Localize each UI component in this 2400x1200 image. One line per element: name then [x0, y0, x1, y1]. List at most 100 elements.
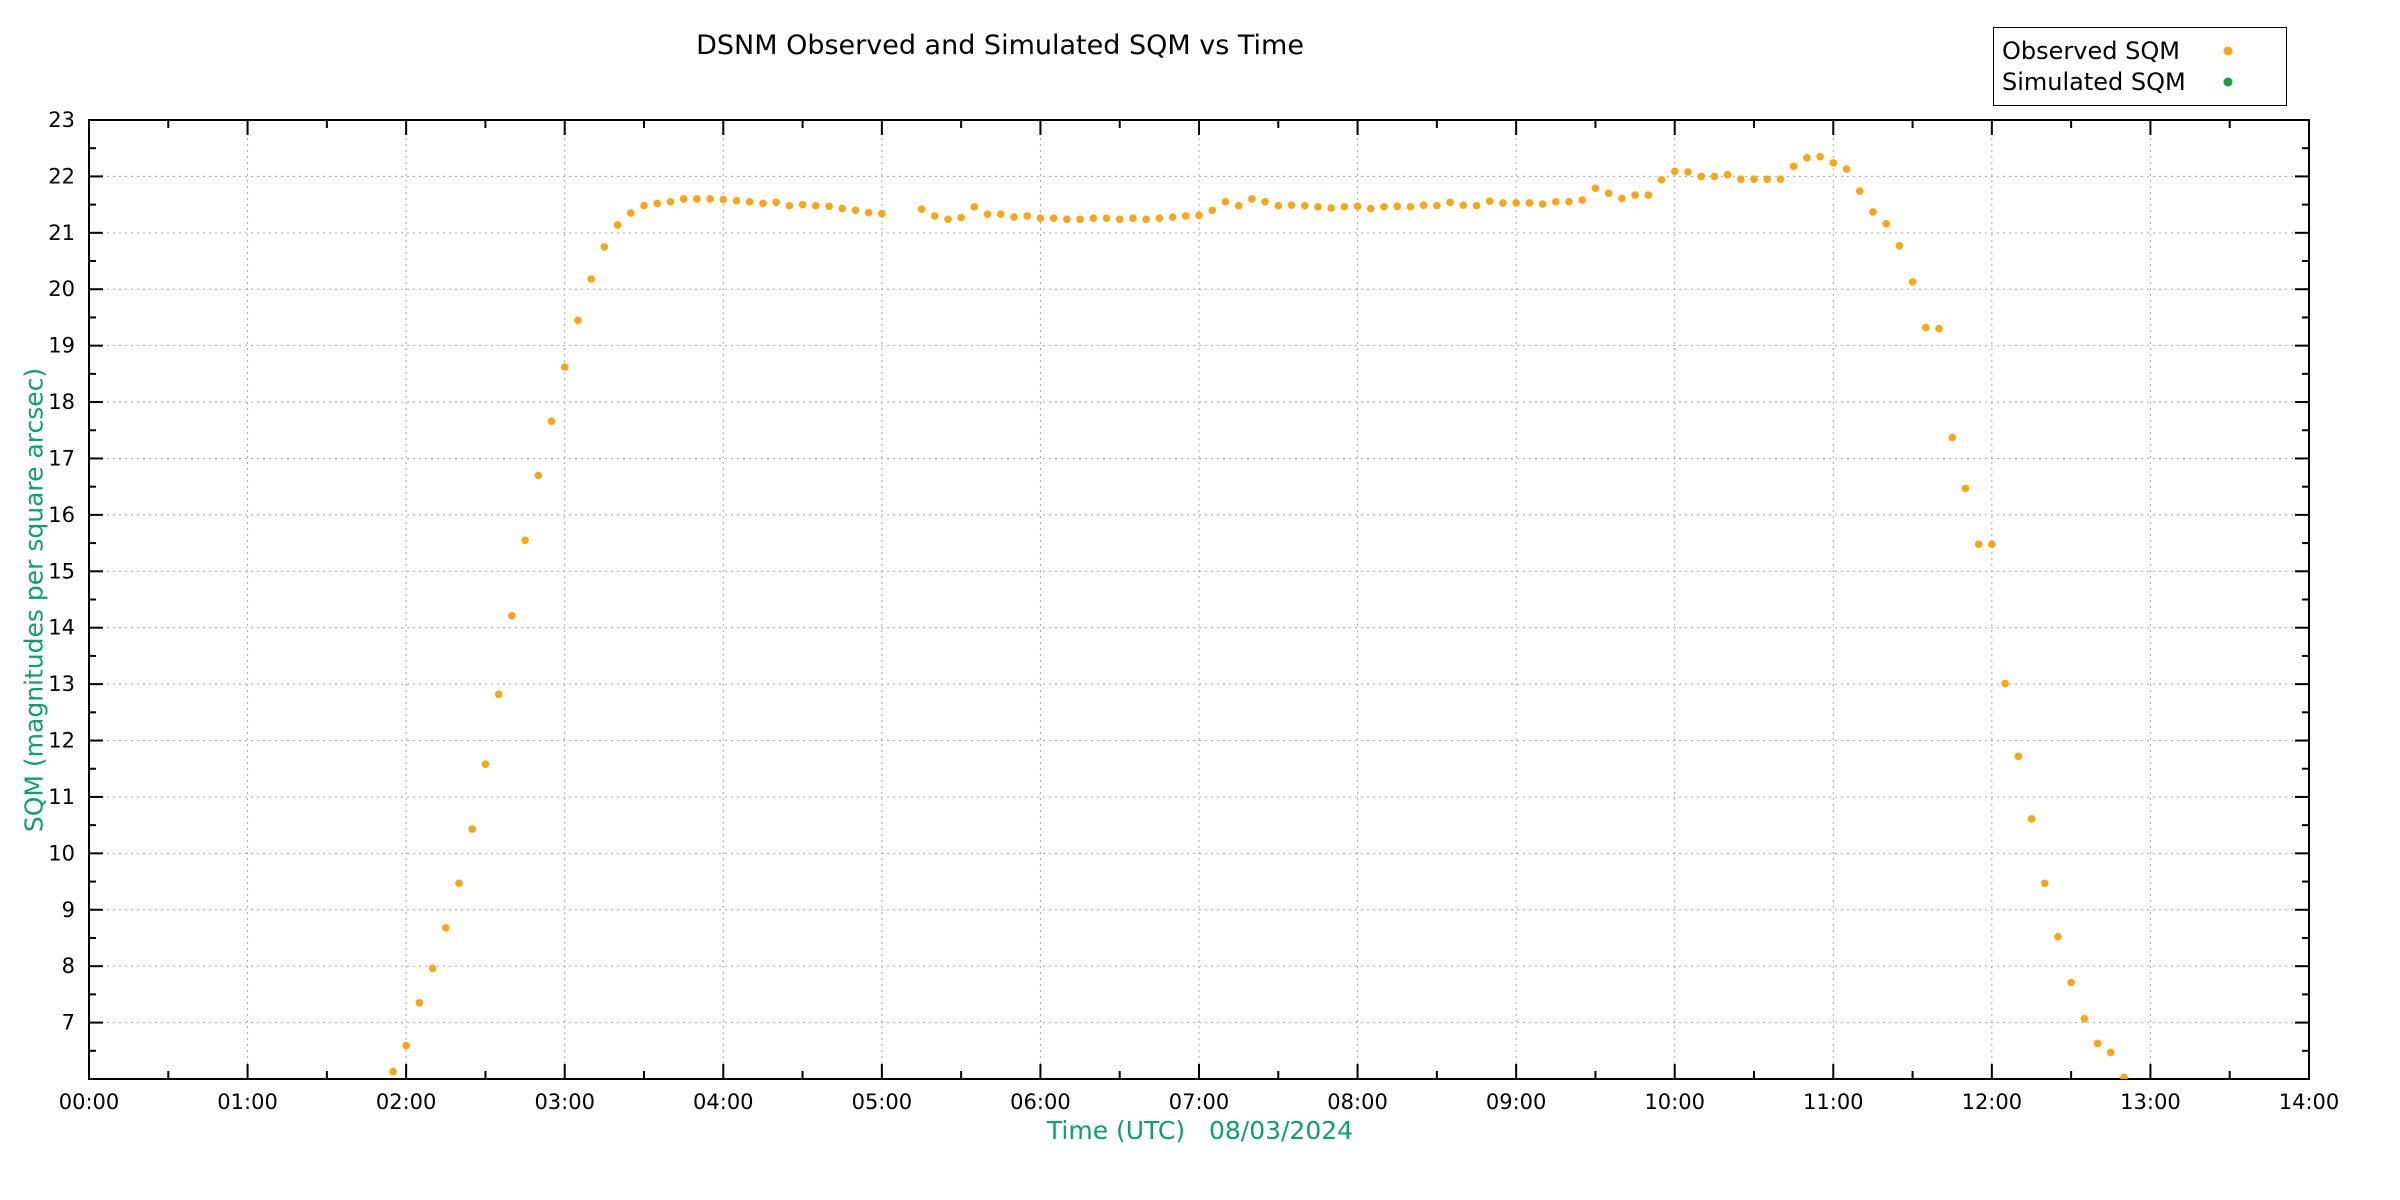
- data-point-observed: [468, 825, 477, 833]
- y-tick-label: 15: [48, 559, 75, 583]
- data-point-observed: [1710, 172, 1719, 181]
- data-point-observed: [1010, 213, 1018, 221]
- data-point-observed: [2027, 815, 2036, 823]
- data-point-observed: [2067, 978, 2075, 987]
- data-point-observed: [917, 205, 926, 213]
- data-point-observed: [719, 195, 728, 204]
- data-point-observed: [864, 208, 873, 217]
- x-tick-label: 00:00: [59, 1090, 120, 1114]
- data-point-observed: [1089, 214, 1098, 222]
- x-tick-label: 09:00: [1486, 1090, 1547, 1114]
- y-tick-label: 14: [48, 616, 75, 640]
- data-point-observed: [1221, 197, 1230, 206]
- data-point-observed: [944, 215, 952, 224]
- x-tick-label: 03:00: [534, 1090, 595, 1114]
- data-point-observed: [1274, 201, 1283, 210]
- y-tick-label: 13: [48, 672, 75, 696]
- data-point-observed: [2080, 1014, 2089, 1023]
- data-point-observed: [1736, 175, 1745, 184]
- data-point-observed: [481, 760, 490, 769]
- data-points-layer: [389, 152, 2128, 1079]
- data-point-observed: [1115, 215, 1124, 224]
- data-point-observed: [2054, 933, 2062, 941]
- data-point-observed: [1604, 189, 1613, 198]
- data-point-observed: [1142, 215, 1150, 224]
- data-point-observed: [811, 201, 820, 210]
- data-point-observed: [508, 612, 516, 620]
- data-point-observed: [1314, 203, 1322, 211]
- data-point-observed: [1921, 323, 1930, 332]
- y-tick-label: 17: [48, 446, 75, 470]
- data-point-observed: [2001, 679, 2009, 688]
- data-point-observed: [785, 201, 794, 210]
- data-point-observed: [1353, 202, 1362, 211]
- x-tick-label: 14:00: [2279, 1090, 2340, 1114]
- data-point-observed: [1419, 201, 1428, 209]
- data-point-observed: [1895, 241, 1904, 250]
- data-point-observed: [838, 204, 847, 213]
- data-point-observed: [1049, 214, 1058, 222]
- y-tick-label: 11: [48, 785, 75, 809]
- data-point-observed: [640, 201, 648, 210]
- y-tick-label: 10: [48, 841, 75, 865]
- data-point-observed: [1287, 201, 1296, 209]
- data-point-observed: [1327, 204, 1335, 212]
- data-point-observed: [1485, 197, 1494, 206]
- data-point-observed: [560, 363, 569, 371]
- data-point-observed: [534, 471, 543, 480]
- data-point-observed: [600, 243, 609, 251]
- data-point-observed: [825, 202, 833, 211]
- y-tick-label: 22: [48, 164, 75, 188]
- y-tick-label: 12: [48, 729, 75, 753]
- data-point-observed: [587, 275, 595, 283]
- data-point-observed: [1935, 324, 1943, 333]
- data-point-observed: [1697, 172, 1705, 181]
- y-tick-label: 7: [62, 1011, 75, 1035]
- data-point-observed: [1974, 540, 1983, 549]
- y-tick-label: 16: [48, 503, 75, 527]
- x-tick-label: 02:00: [376, 1090, 437, 1114]
- chart-title: DSNM Observed and Simulated SQM vs Time: [696, 30, 1304, 61]
- plot-border: [88, 119, 2310, 1080]
- x-tick-label: 13:00: [2120, 1090, 2181, 1114]
- data-point-observed: [1644, 191, 1653, 199]
- data-point-observed: [2106, 1048, 2115, 1057]
- data-point-observed: [706, 195, 714, 203]
- data-point-observed: [1988, 540, 1996, 549]
- data-point-observed: [1248, 195, 1256, 203]
- x-tick-label: 12:00: [1962, 1090, 2023, 1114]
- data-point-observed: [1168, 213, 1177, 221]
- data-point-observed: [1195, 211, 1203, 220]
- data-point-observed: [1261, 197, 1269, 206]
- data-point-observed: [1472, 201, 1481, 210]
- data-point-observed: [1618, 194, 1626, 203]
- data-point-observed: [441, 924, 450, 932]
- data-point-observed: [613, 221, 622, 229]
- data-point-observed: [1869, 208, 1877, 216]
- y-tick-label: 23: [48, 108, 75, 132]
- data-point-observed: [2040, 879, 2049, 888]
- legend-entry-observed: Observed SQM: [1994, 35, 2286, 66]
- x-tick-label: 07:00: [1169, 1090, 1230, 1114]
- data-point-observed: [1538, 200, 1547, 208]
- simulated-marker-icon: [2223, 77, 2233, 86]
- data-point-observed: [1525, 199, 1534, 207]
- data-point-observed: [1433, 201, 1441, 210]
- data-point-observed: [1393, 202, 1402, 211]
- data-point-observed: [1948, 433, 1957, 442]
- data-point-observed: [1591, 184, 1600, 193]
- data-point-observed: [957, 213, 965, 222]
- data-point-observed: [1036, 214, 1045, 222]
- data-point-observed: [1776, 175, 1785, 184]
- data-point-observed: [1631, 191, 1639, 199]
- x-tick-label: 11:00: [1803, 1090, 1864, 1114]
- legend-entry-simulated: Simulated SQM: [1994, 66, 2286, 97]
- data-point-observed: [2093, 1039, 2102, 1048]
- data-point-observed: [1657, 175, 1666, 184]
- data-point-observed: [1961, 484, 1970, 493]
- data-point-observed: [1499, 199, 1507, 207]
- y-tick-label: 9: [62, 898, 75, 922]
- data-point-observed: [1829, 159, 1838, 167]
